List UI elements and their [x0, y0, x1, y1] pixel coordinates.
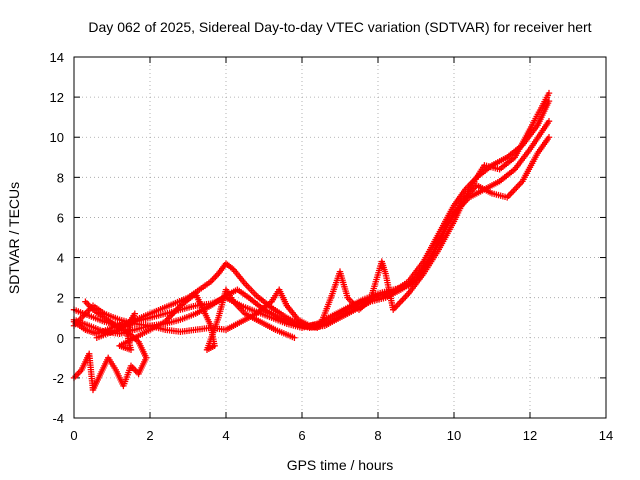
- x-tick-label: 2: [146, 428, 153, 443]
- x-axis-label: GPS time / hours: [287, 457, 394, 473]
- chart-title: Day 062 of 2025, Sidereal Day-to-day VTE…: [88, 19, 591, 35]
- x-tick-labels: 0 2 4 6 8 10 12 14: [70, 428, 613, 443]
- data-point: [291, 334, 298, 341]
- x-tick-label: 0: [70, 428, 77, 443]
- y-tick-label: 0: [57, 331, 64, 346]
- data-point: [545, 89, 553, 97]
- y-tick-label: 12: [50, 90, 64, 105]
- x-tick-label: 4: [222, 428, 229, 443]
- x-tick-label: 8: [374, 428, 381, 443]
- y-tick-label: 8: [57, 170, 64, 185]
- y-tick-label: 14: [50, 50, 64, 65]
- data-series: [70, 117, 553, 331]
- y-tick-label: -4: [52, 411, 64, 426]
- data-points: [70, 89, 553, 394]
- data-series: [70, 298, 150, 394]
- data-point: [545, 134, 553, 141]
- data-point: [82, 298, 89, 305]
- y-tick-label: -2: [52, 371, 64, 386]
- y-tick-label: 6: [57, 210, 64, 225]
- data-series: [70, 89, 553, 335]
- data-series: [70, 97, 553, 337]
- data-series: [93, 286, 298, 354]
- y-tick-label: 4: [57, 251, 64, 266]
- x-tick-label: 10: [447, 428, 461, 443]
- data-series: [70, 134, 553, 337]
- x-tick-label: 14: [599, 428, 613, 443]
- y-tick-labels: -4 -2 0 2 4 6 8 10 12 14: [50, 50, 64, 426]
- y-tick-label: 2: [57, 291, 64, 306]
- x-tick-label: 12: [523, 428, 537, 443]
- data-point: [545, 117, 553, 125]
- y-axis-label: SDTVAR / TECUs: [6, 182, 22, 294]
- grid: [73, 56, 607, 419]
- x-tick-label: 6: [298, 428, 305, 443]
- plot-frame: [73, 56, 607, 419]
- y-tick-label: 10: [50, 130, 64, 145]
